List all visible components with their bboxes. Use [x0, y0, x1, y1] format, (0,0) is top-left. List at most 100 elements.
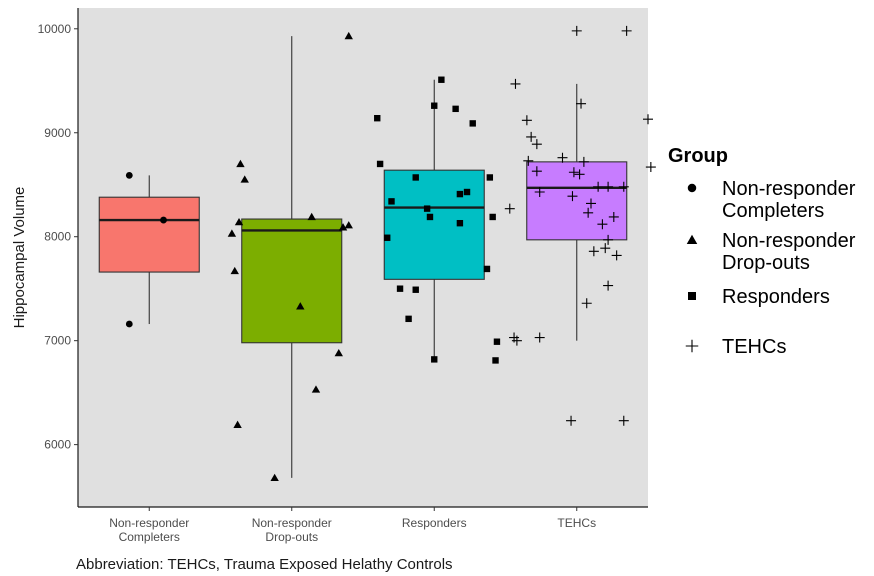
data-point	[576, 98, 587, 109]
data-point	[534, 187, 545, 198]
data-point	[240, 175, 249, 183]
y-tick-label: 10000	[38, 22, 72, 36]
data-point	[571, 25, 582, 36]
boxes-layer	[98, 36, 628, 478]
data-point	[578, 156, 589, 167]
data-point	[603, 280, 614, 291]
data-point	[227, 229, 237, 237]
data-point	[423, 205, 431, 212]
x-tick-label: Non-responder	[109, 516, 189, 530]
data-point	[374, 114, 381, 122]
data-point	[160, 216, 167, 224]
data-point	[452, 105, 459, 113]
data-point	[405, 315, 412, 323]
legend-key-square	[688, 292, 696, 300]
data-point	[334, 348, 343, 357]
data-point	[463, 188, 471, 196]
data-point	[426, 213, 434, 221]
data-point	[557, 152, 568, 163]
data-point	[376, 160, 384, 168]
data-point	[456, 190, 464, 198]
box-1	[98, 175, 200, 325]
legend-label: Non-responder	[722, 230, 856, 252]
box-2	[241, 36, 343, 478]
data-point	[412, 286, 419, 293]
data-point	[486, 174, 494, 181]
data-point	[526, 131, 537, 142]
data-point	[566, 415, 577, 426]
data-point	[233, 420, 242, 429]
legend-item: TEHCs	[685, 336, 786, 358]
data-point	[456, 219, 464, 227]
data-point	[388, 198, 395, 205]
data-point	[489, 213, 496, 221]
axes-layer: 600070008000900010000Non-responderComple…	[38, 8, 648, 544]
data-point	[588, 246, 599, 257]
legend: Group Non-responderCompletersNon-respond…	[668, 145, 856, 358]
data-point	[583, 207, 594, 218]
data-point	[600, 243, 611, 254]
x-tick-label: Completers	[119, 530, 180, 544]
data-point	[270, 473, 279, 482]
data-point	[523, 155, 534, 166]
y-tick-label: 6000	[44, 438, 71, 452]
data-point	[384, 234, 391, 241]
data-point	[307, 212, 316, 221]
legend-key-circle	[687, 183, 697, 193]
data-point	[431, 356, 438, 363]
x-tick-label: Drop-outs	[265, 530, 318, 544]
box-body	[98, 196, 200, 273]
data-point	[567, 191, 578, 202]
data-point	[230, 266, 239, 275]
data-point	[431, 102, 438, 109]
data-point	[412, 174, 419, 181]
box-3	[383, 79, 485, 360]
data-point	[586, 198, 596, 209]
data-point	[531, 139, 542, 150]
data-point	[643, 114, 653, 125]
data-point	[311, 385, 321, 393]
data-point	[618, 181, 629, 192]
legend-key-triangle	[686, 234, 698, 244]
data-point	[608, 211, 619, 222]
data-point	[493, 338, 501, 345]
legend-item: Responders	[688, 286, 830, 308]
legend-key-plus	[685, 339, 699, 353]
legend-label: TEHCs	[722, 336, 786, 358]
data-point	[521, 115, 532, 126]
legend-label: Responders	[722, 286, 830, 308]
x-tick-label: Responders	[402, 516, 467, 530]
legend-title: Group	[668, 145, 728, 167]
data-point	[125, 320, 133, 328]
data-point	[438, 76, 445, 83]
box-body	[383, 169, 485, 280]
data-point	[621, 25, 632, 36]
data-point	[645, 162, 656, 173]
box-body	[526, 161, 628, 241]
data-point	[593, 181, 604, 192]
data-point	[492, 357, 499, 364]
data-point	[510, 78, 521, 89]
legend-label: Non-responder	[722, 178, 856, 200]
points-layer	[125, 25, 656, 482]
data-point	[344, 31, 353, 40]
data-point	[344, 221, 353, 229]
data-point	[469, 120, 476, 127]
x-tick-label: Non-responder	[252, 516, 332, 530]
data-point	[125, 171, 133, 179]
data-point	[534, 332, 545, 343]
legend-label: Completers	[722, 200, 824, 222]
data-point	[296, 302, 305, 310]
data-point	[603, 234, 614, 245]
data-point	[338, 223, 348, 231]
data-point	[236, 159, 245, 168]
x-tick-label: TEHCs	[557, 516, 596, 530]
data-point	[568, 167, 579, 178]
data-point	[603, 181, 614, 192]
data-point	[234, 217, 244, 226]
footnote: Abbreviation: TEHCs, Trauma Exposed Hela…	[76, 556, 453, 573]
data-point	[574, 169, 585, 180]
